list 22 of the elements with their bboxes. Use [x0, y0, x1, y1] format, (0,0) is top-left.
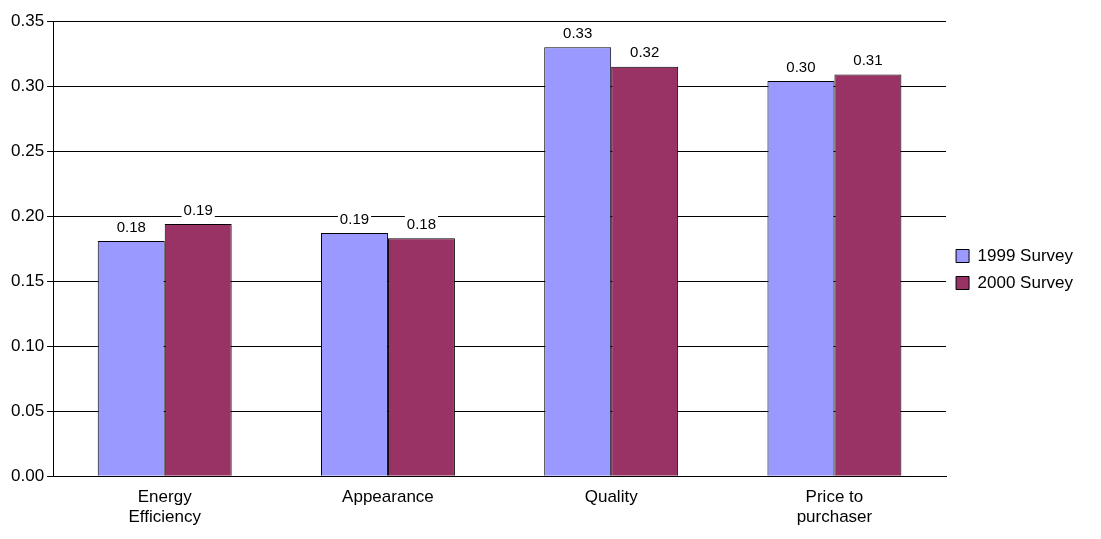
y-tick-label: 0.20 — [10, 205, 45, 225]
x-tick-label: Quality — [584, 487, 639, 507]
data-label: 0.18 — [116, 217, 146, 235]
data-label: 0.30 — [786, 57, 816, 75]
x-tick-label: Energy Efficiency — [128, 487, 202, 527]
x-tick-label: Price to purchaser — [796, 487, 873, 527]
data-label: 0.18 — [406, 214, 437, 232]
data-label: 0.19 — [183, 200, 213, 218]
x-tick-label: Appearance — [342, 487, 434, 507]
y-tick-label: 0.30 — [10, 75, 45, 95]
y-tick-label: 0.25 — [10, 140, 45, 160]
legend-label: 2000 Survey — [977, 272, 1074, 292]
y-tick-label: 0.00 — [10, 465, 45, 485]
y-tick-label: 0.15 — [10, 270, 45, 290]
data-label: 0.19 — [339, 209, 370, 227]
y-tick-label: 0.10 — [10, 335, 45, 355]
data-label: 0.31 — [853, 51, 883, 69]
y-tick-label: 0.05 — [10, 400, 45, 420]
y-tick-label: 0.35 — [10, 10, 45, 30]
data-label: 0.32 — [630, 43, 660, 61]
legend-label: 1999 Survey — [977, 245, 1074, 265]
data-label: 0.33 — [563, 23, 593, 41]
